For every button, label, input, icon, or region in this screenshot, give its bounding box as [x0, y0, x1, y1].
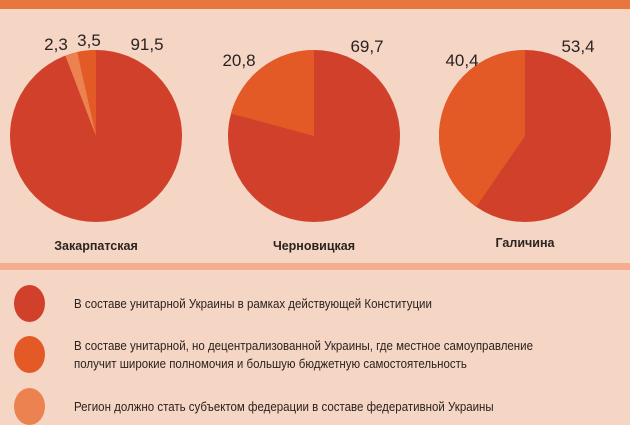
pie-chart: 91,5 3,5 2,3 Закарпатская [10, 31, 182, 253]
pie-slice-federation [65, 52, 96, 136]
data-label: 69,7 [350, 37, 383, 56]
data-label: 2,3 [44, 35, 68, 54]
pie-title: Черновицкая [273, 239, 355, 253]
legend-text: Регион должно стать субъектом федерации … [74, 399, 494, 414]
pie-chart: 53,4 40,4 Галичина [438, 37, 611, 250]
data-label: 53,4 [561, 37, 594, 56]
pie-slice-decentralized [77, 50, 96, 136]
legend-text: В составе унитарной Украины в рамках дей… [74, 296, 432, 311]
data-label: 91,5 [130, 35, 163, 54]
divider [0, 263, 630, 270]
legend-swatch-federation [14, 388, 45, 425]
pie-chart: 69,7 20,8 Черновицкая [222, 37, 400, 253]
legend-swatch-decentralized [14, 336, 45, 373]
pie-title: Галичина [496, 236, 556, 250]
pie-title: Закарпатская [54, 239, 138, 253]
top-bar [0, 0, 630, 9]
legend-text: В составе унитарной, но децентрализованн… [74, 338, 533, 371]
legend-swatch-unitary [14, 285, 45, 322]
legend-item-unitary: В составе унитарной Украины в рамках дей… [14, 285, 463, 322]
data-label: 3,5 [77, 31, 101, 50]
data-label: 20,8 [222, 51, 255, 70]
pie-slice-decentralized [438, 50, 525, 207]
legend-item-federation: Регион должно стать субъектом федерации … [14, 388, 530, 425]
pie-charts: 91,5 3,5 2,3 Закарпатская 69,7 20,8 Черновицка… [10, 31, 611, 253]
pie-slice-decentralized [230, 50, 314, 136]
legend-item-decentralized: В составе унитарной, но децентрализованн… [14, 336, 574, 373]
data-label: 40,4 [445, 51, 478, 70]
